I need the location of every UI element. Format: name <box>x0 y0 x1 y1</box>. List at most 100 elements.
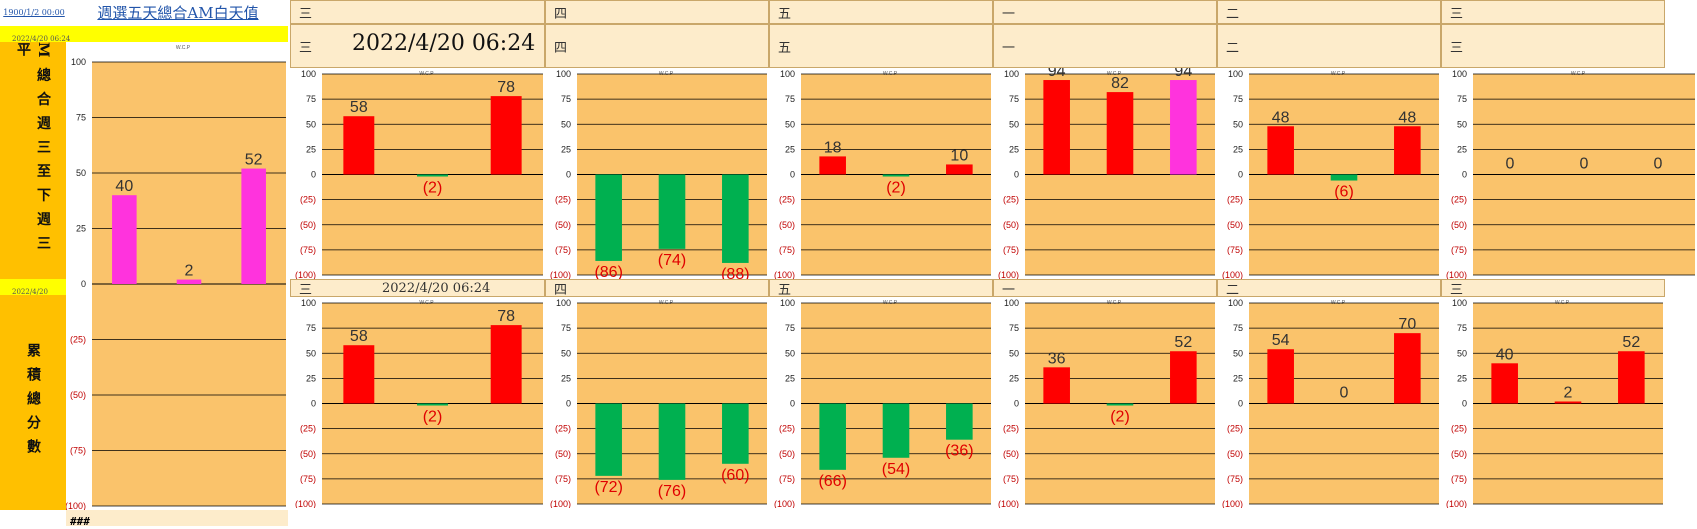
day-header-r3-1: 三 2022/4/20 06:24 <box>290 279 545 298</box>
y-tick-label: 75 <box>1457 323 1467 333</box>
y-tick-label: (75) <box>300 245 316 255</box>
y-tick-label: (50) <box>555 220 571 230</box>
chart-r2c6[interactable]: W.C.P 100 75 50 25 0 (25) (50) (75) (100) 40 2 52 <box>1441 297 1665 508</box>
bar <box>1491 363 1518 404</box>
y-tick-label: 50 <box>1233 119 1243 129</box>
day-label: 四 <box>554 40 568 56</box>
cumulative-label: 累積總分數 <box>25 342 41 463</box>
data-label: (2) <box>886 180 906 197</box>
y-tick-label: 25 <box>306 144 316 154</box>
y-tick-label: (50) <box>1451 449 1467 459</box>
chart-r1c2[interactable]: W.C.P 100 75 50 25 0 (25) (50) (75) (100) (86) (74)… <box>545 68 769 279</box>
y-tick-label: 0 <box>1014 399 1019 409</box>
y-tick-label: (25) <box>1003 424 1019 434</box>
day-label: 三 <box>299 282 313 298</box>
y-tick-label: 0 <box>1238 399 1243 409</box>
y-tick-label: 50 <box>1457 119 1467 129</box>
y-tick-label: 75 <box>561 323 571 333</box>
timestamp-cell-2: 2022/4/20 06:24 <box>0 279 66 315</box>
data-label: (2) <box>423 409 443 426</box>
y-tick-label: (75) <box>1227 474 1243 484</box>
y-tick-label: (100) <box>774 499 795 508</box>
overlap-timestamp: 2022/4/20 06:24 <box>382 280 491 296</box>
top-link[interactable]: 1900/1/2 00:00 <box>3 7 65 17</box>
day-header-r2-5: 二 <box>1217 24 1441 68</box>
y-tick-label: 50 <box>306 348 316 358</box>
y-tick-label: (50) <box>300 220 316 230</box>
day-header-r2-1: 三 2022/4/20 06:24 <box>290 24 545 68</box>
bar <box>882 403 910 458</box>
bar <box>946 164 973 175</box>
y-tick-label: (75) <box>1451 245 1467 255</box>
y-tick-label: 25 <box>1457 373 1467 383</box>
chart-r1c4[interactable]: W.C.P 100 75 50 25 0 (25) (50) (75) (100) 94 82 94 <box>993 68 1217 279</box>
day-header-r2-3: 五 <box>769 24 993 68</box>
y-tick-label: 75 <box>785 94 795 104</box>
y-tick-label: (100) <box>295 499 316 508</box>
chart-r2c4[interactable]: W.C.P 100 75 50 25 0 (25) (50) (75) (100) 36 (2) 52 <box>993 297 1217 508</box>
page-title[interactable]: 週選五天總合AM白天值 <box>97 3 259 22</box>
y-tick-label: (25) <box>1227 424 1243 434</box>
y-tick-label: 25 <box>1009 373 1019 383</box>
day-header-r1-1: 三 <box>290 0 545 24</box>
y-tick-label: (100) <box>550 270 571 279</box>
weekly-label: M總合週三至下週三平 <box>15 42 51 260</box>
y-tick-label: (50) <box>300 449 316 459</box>
y-tick-label: (100) <box>998 499 1019 508</box>
chart-r2c2[interactable]: W.C.P 100 75 50 25 0 (25) (50) (75) (100) (72) (76)… <box>545 297 769 508</box>
y-tick-label: 75 <box>1009 323 1019 333</box>
timestamp-cell-1: 2022/4/20 06:24 <box>0 26 288 43</box>
data-label: (72) <box>594 479 622 496</box>
data-label: (54) <box>882 461 910 478</box>
data-label: 70 <box>1398 316 1416 333</box>
chart-r1c6[interactable]: W.C.P 100 75 50 25 0 (25) (50) (75) (100) 0 0 0 <box>1441 68 1697 279</box>
chart-r2c3[interactable]: W.C.P 100 75 50 25 0 (25) (50) (75) (100) (66) (54)… <box>769 297 993 508</box>
bar <box>1554 401 1582 404</box>
y-tick-label: 100 <box>1228 69 1243 79</box>
data-label: 78 <box>497 79 515 96</box>
y-tick-label: 75 <box>306 94 316 104</box>
chart-r2c1[interactable]: W.C.P 100 75 50 25 0 (25) (50) (75) (100) 58 (2) 78 <box>290 297 545 508</box>
y-tick-label: 25 <box>1233 373 1243 383</box>
data-label: (86) <box>594 264 622 279</box>
y-tick-label: 25 <box>306 373 316 383</box>
bar <box>722 174 749 263</box>
y-tick-label: 100 <box>780 298 795 308</box>
y-tick-label: 100 <box>556 69 571 79</box>
y-tick-label: 75 <box>785 323 795 333</box>
chart-r1c1[interactable]: W.C.P 100 75 50 25 0 (25) (50) (75) (100) 58 (2) 78 <box>290 68 545 279</box>
data-label: 82 <box>1111 75 1129 92</box>
data-label: 0 <box>1654 156 1663 173</box>
y-tick-label: 0 <box>1462 399 1467 409</box>
y-tick-label: 0 <box>311 399 316 409</box>
y-tick-label: 0 <box>790 170 795 180</box>
y-tick-label: (25) <box>1003 195 1019 205</box>
data-label: 0 <box>1340 385 1349 402</box>
y-tick-label: (50) <box>1003 449 1019 459</box>
y-tick-label: (100) <box>66 501 86 510</box>
data-label: 0 <box>1506 156 1515 173</box>
y-tick-label: 25 <box>1233 144 1243 154</box>
bar <box>417 403 448 406</box>
bar <box>1267 126 1294 175</box>
bar <box>1394 333 1421 404</box>
chart-r1c5[interactable]: W.C.P 100 75 50 25 0 (25) (50) (75) (100) 48 (6) 48 <box>1217 68 1441 279</box>
chart-r1c3[interactable]: W.C.P 100 75 50 25 0 (25) (50) (75) (100) 18 (2) 10 <box>769 68 993 279</box>
data-label: 10 <box>950 147 968 164</box>
day-header-r3-2: 四 <box>545 279 769 298</box>
y-tick-label: (100) <box>1222 270 1243 279</box>
chart-r2c5[interactable]: W.C.P 100 75 50 25 0 (25) (50) (75) (100) 54 0 70 <box>1217 297 1441 508</box>
y-tick-label: 50 <box>561 348 571 358</box>
chart-left-big[interactable]: W.C.P 100 75 50 25 0 (25) (50) (75) (100) 40 2 52 <box>66 42 288 510</box>
timestamp-small-1: 2022/4/20 06:24 <box>12 35 71 43</box>
y-tick-label: (25) <box>555 424 571 434</box>
data-label: (2) <box>1110 409 1130 426</box>
y-tick-label: 50 <box>306 119 316 129</box>
y-tick-label: (100) <box>998 270 1019 279</box>
data-label: 40 <box>115 178 133 195</box>
y-tick-label: (25) <box>70 335 86 345</box>
bar <box>1106 92 1134 175</box>
data-label: 2 <box>185 263 194 280</box>
